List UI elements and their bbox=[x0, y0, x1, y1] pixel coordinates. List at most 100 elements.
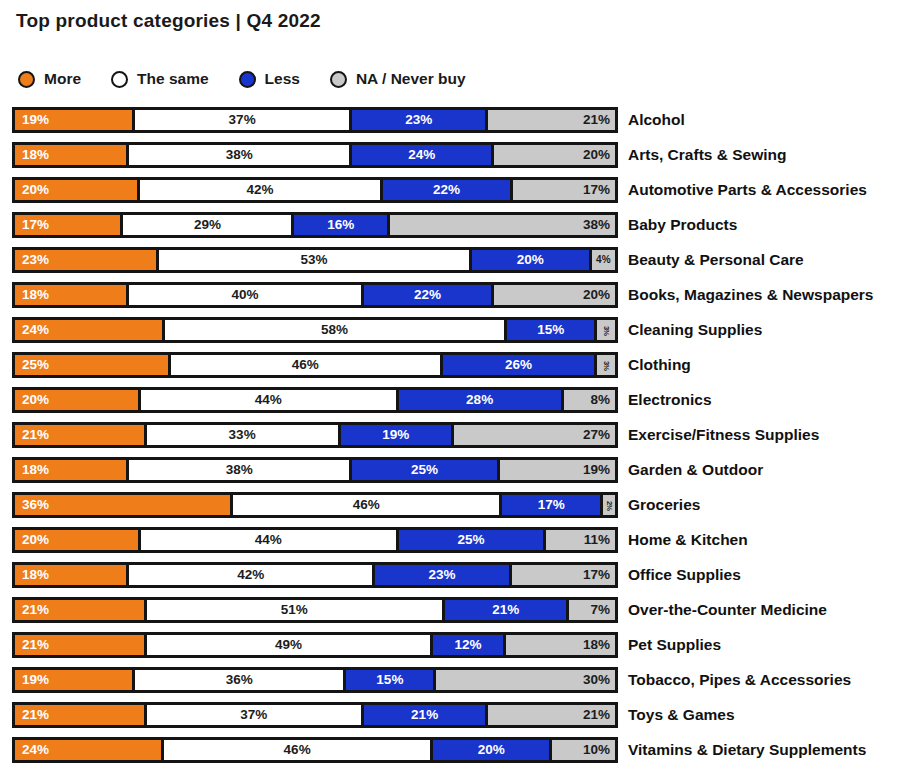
bar-segment-more: 21% bbox=[15, 705, 144, 725]
bar-segment-less: 12% bbox=[430, 635, 502, 655]
legend-label: The same bbox=[137, 70, 209, 88]
segment-value-label: 17% bbox=[538, 498, 565, 512]
segment-value-label: 30% bbox=[583, 673, 610, 687]
bar-segment-more: 20% bbox=[15, 390, 138, 410]
segment-value-label: 21% bbox=[411, 708, 438, 722]
segment-value-label: 23% bbox=[22, 253, 49, 267]
bar-segment-less: 24% bbox=[349, 145, 491, 165]
category-label: Vitamins & Dietary Supplements bbox=[628, 741, 866, 759]
bar-segment-na: 30% bbox=[433, 670, 615, 690]
stacked-bar: 20%42%22%17% bbox=[12, 177, 618, 203]
bar-segment-less: 22% bbox=[361, 285, 491, 305]
segment-value-label: 22% bbox=[414, 288, 441, 302]
segment-value-label: 20% bbox=[22, 533, 49, 547]
segment-value-label: 22% bbox=[433, 183, 460, 197]
bar-segment-more: 18% bbox=[15, 285, 126, 305]
stacked-bar: 18%38%25%19% bbox=[12, 457, 618, 483]
segment-value-label: 53% bbox=[301, 253, 328, 267]
segment-value-label: 7% bbox=[591, 603, 611, 617]
bar-segment-same: 36% bbox=[132, 670, 343, 690]
bar-segment-less: 21% bbox=[361, 705, 486, 725]
segment-value-label: 18% bbox=[22, 568, 49, 582]
bar-segment-same: 58% bbox=[162, 320, 504, 340]
bar-segment-same: 42% bbox=[137, 180, 381, 200]
stacked-bar: 19%37%23%21% bbox=[12, 107, 618, 133]
bar-segment-less: 28% bbox=[396, 390, 561, 410]
legend-dot-icon bbox=[111, 71, 128, 88]
segment-value-label: 21% bbox=[492, 603, 519, 617]
segment-value-label: 4% bbox=[596, 255, 610, 265]
chart-page: Top product categories | Q4 2022 MoreThe… bbox=[0, 0, 909, 763]
legend-item: The same bbox=[111, 70, 209, 88]
bar-segment-same: 29% bbox=[120, 215, 291, 235]
segment-value-label: 18% bbox=[583, 638, 610, 652]
segment-value-label: 21% bbox=[22, 428, 49, 442]
legend-dot-icon bbox=[330, 71, 347, 88]
chart-row: 20%42%22%17%Automotive Parts & Accessori… bbox=[12, 177, 909, 203]
category-label: Garden & Outdoor bbox=[628, 461, 763, 479]
category-label: Tobacco, Pipes & Accessories bbox=[628, 671, 851, 689]
segment-value-label: 46% bbox=[292, 358, 319, 372]
chart-row: 18%40%22%20%Books, Magazines & Newspaper… bbox=[12, 282, 909, 308]
segment-value-label: 27% bbox=[583, 428, 610, 442]
bar-segment-more: 24% bbox=[15, 740, 161, 760]
chart-row: 24%46%20%10% Vitamins & Dietary Supplemen… bbox=[12, 737, 909, 763]
segment-value-label: 19% bbox=[22, 113, 49, 127]
bar-segment-same: 44% bbox=[138, 530, 396, 550]
segment-value-label: 2% bbox=[605, 501, 613, 510]
stacked-bar: 21%49%12%18% bbox=[12, 632, 618, 658]
stacked-bar: 21% 51% 21% 7% bbox=[12, 597, 618, 623]
segment-value-label: 38% bbox=[226, 463, 253, 477]
chart-rows: 19%37%23%21%Alcohol18%38%24%20%Arts, Cra… bbox=[12, 107, 909, 763]
chart-title: Top product categories | Q4 2022 bbox=[16, 10, 909, 32]
bar-segment-more: 20% bbox=[15, 180, 137, 200]
segment-value-label: 38% bbox=[583, 218, 610, 232]
segment-value-label: 51% bbox=[281, 603, 308, 617]
bar-segment-more: 25% bbox=[15, 355, 168, 375]
bar-segment-na: 20% bbox=[491, 285, 615, 305]
stacked-bar: 19%36%15%30% bbox=[12, 667, 618, 693]
bar-segment-na: 27% bbox=[451, 425, 615, 445]
stacked-bar: 18%42%23%17% bbox=[12, 562, 618, 588]
chart-row: 24%58%15%3%Cleaning Supplies bbox=[12, 317, 909, 343]
segment-value-label: 44% bbox=[255, 393, 282, 407]
bar-segment-na: 17% bbox=[509, 565, 615, 585]
segment-value-label: 24% bbox=[22, 743, 49, 757]
segment-value-label: 20% bbox=[22, 183, 49, 197]
segment-value-label: 20% bbox=[583, 288, 610, 302]
category-label: Office Supplies bbox=[628, 566, 741, 584]
segment-value-label: 20% bbox=[22, 393, 49, 407]
stacked-bar: 21%37%21%21% bbox=[12, 702, 618, 728]
bar-segment-na: 4% bbox=[589, 250, 615, 270]
bar-segment-same: 38% bbox=[126, 460, 349, 480]
bar-segment-same: 42% bbox=[126, 565, 372, 585]
bar-segment-na: 18% bbox=[503, 635, 615, 655]
segment-value-label: 15% bbox=[376, 673, 403, 687]
category-label: Home & Kitchen bbox=[628, 531, 748, 549]
legend-label: NA / Never buy bbox=[356, 70, 466, 88]
segment-value-label: 18% bbox=[22, 288, 49, 302]
bar-segment-same: 40% bbox=[126, 285, 361, 305]
chart-row: 17%29%16%38%Baby Products bbox=[12, 212, 909, 238]
bar-segment-same: 46% bbox=[168, 355, 440, 375]
segment-value-label: 21% bbox=[583, 113, 610, 127]
segment-value-label: 33% bbox=[229, 428, 256, 442]
segment-value-label: 49% bbox=[275, 638, 302, 652]
chart-row: 21%51%21%7%Over-the-Counter Medicine bbox=[12, 597, 909, 623]
stacked-bar: 24%46%20%10% bbox=[12, 737, 618, 763]
segment-value-label: 20% bbox=[517, 253, 544, 267]
segment-value-label: 3% bbox=[602, 361, 610, 370]
segment-value-label: 21% bbox=[22, 603, 49, 617]
segment-value-label: 24% bbox=[22, 323, 49, 337]
segment-value-label: 20% bbox=[583, 148, 610, 162]
category-label: Alcohol bbox=[628, 111, 685, 129]
bar-segment-less: 15% bbox=[504, 320, 595, 340]
bar-segment-less: 20% bbox=[430, 740, 549, 760]
legend-item: Less bbox=[239, 70, 300, 88]
stacked-bar: 25%46%26%3% bbox=[12, 352, 618, 378]
bar-segment-more: 21% bbox=[15, 425, 144, 445]
bar-segment-more: 21% bbox=[15, 600, 144, 620]
bar-segment-more: 23% bbox=[15, 250, 156, 270]
segment-value-label: 21% bbox=[22, 708, 49, 722]
segment-value-label: 37% bbox=[229, 113, 256, 127]
